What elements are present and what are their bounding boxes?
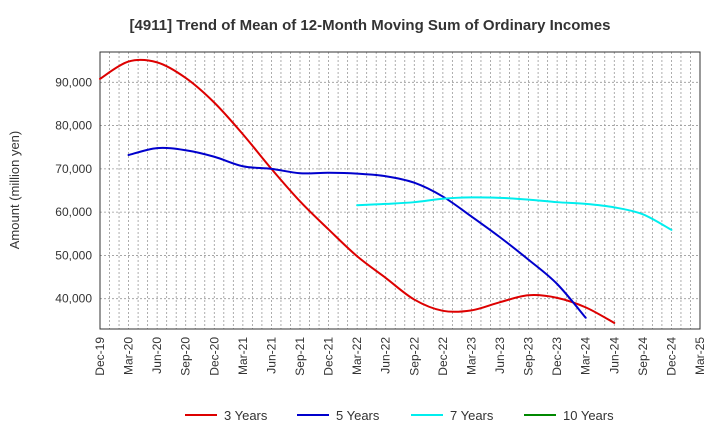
chart-title: [4911] Trend of Mean of 12-Month Moving … (130, 17, 611, 34)
x-tick-label: Mar-22 (350, 337, 364, 375)
x-tick-label: Dec-19 (93, 337, 107, 376)
y-tick-label: 40,000 (55, 292, 92, 306)
legend-label-7-years: 7 Years (450, 408, 494, 423)
x-tick-label: Sep-22 (407, 337, 421, 376)
legend-label-5-years: 5 Years (336, 408, 380, 423)
x-tick-label: Dec-20 (207, 337, 221, 376)
x-tick-label: Jun-23 (493, 337, 507, 374)
x-tick-label: Dec-24 (664, 337, 678, 376)
series-line-5-years (127, 146, 587, 319)
x-tick-label: Jun-24 (607, 337, 621, 374)
y-tick-label: 50,000 (55, 248, 92, 262)
x-tick-label: Sep-23 (522, 337, 536, 376)
x-tick-label: Mar-25 (693, 337, 707, 375)
plot-area: 40,000 50,000 60,000 70,000 80,000 90,000 Dec-… (55, 51, 707, 376)
y-tick-label: 80,000 (55, 119, 92, 133)
x-tick-label: Mar-23 (464, 337, 478, 375)
legend-label-10-years: 10 Years (563, 408, 614, 423)
x-tick-label: Sep-24 (636, 337, 650, 376)
x-tick-label: Dec-23 (550, 337, 564, 376)
plot-frame (99, 51, 701, 330)
legend-label-3-years: 3 Years (224, 408, 268, 423)
legend: 3 Years 5 Years 7 Years 10 Years (185, 408, 614, 423)
x-tick-label: Jun-22 (379, 337, 393, 374)
x-tick-label: Mar-21 (236, 337, 250, 375)
y-tick-label: 60,000 (55, 205, 92, 219)
y-tick-label: 70,000 (55, 162, 92, 176)
x-tick-label: Mar-20 (122, 337, 136, 375)
x-tick-label: Sep-21 (293, 337, 307, 376)
series-line-7-years (356, 196, 673, 231)
y-axis-label: Amount (million yen) (7, 131, 22, 250)
plot-background (100, 52, 700, 329)
x-tick-label: Dec-21 (322, 337, 336, 376)
x-tick-label: Dec-22 (436, 337, 450, 376)
x-tick-label: Jun-21 (264, 337, 278, 374)
series-line-3-years (99, 58, 616, 324)
x-tick-label: Sep-20 (179, 337, 193, 376)
x-tick-label: Mar-24 (579, 337, 593, 375)
y-tick-label: 90,000 (55, 75, 92, 89)
x-tick-label: Jun-20 (150, 337, 164, 374)
